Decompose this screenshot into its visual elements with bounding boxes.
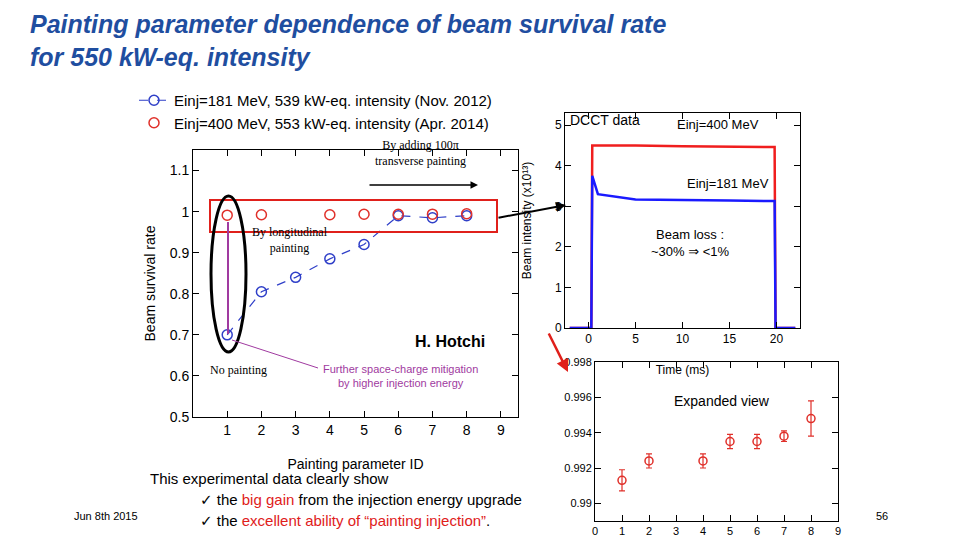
- svg-text:1.1: 1.1: [170, 162, 190, 178]
- svg-text:Einj=400 MeV: Einj=400 MeV: [677, 117, 759, 132]
- svg-text:Time (ms): Time (ms): [656, 363, 710, 377]
- svg-text:5: 5: [727, 525, 733, 537]
- svg-text:3: 3: [292, 422, 300, 438]
- svg-text:Einj=181 MeV, 539 kW-eq. inten: Einj=181 MeV, 539 kW-eq. intensity (Nov.…: [174, 92, 492, 109]
- svg-text:Expanded view: Expanded view: [674, 393, 770, 409]
- svg-text:Einj=181 MeV: Einj=181 MeV: [687, 176, 769, 191]
- svg-text:1: 1: [181, 204, 189, 220]
- svg-text:Jun 8th 2015: Jun 8th 2015: [74, 510, 138, 522]
- svg-text:5: 5: [555, 118, 562, 132]
- svg-text:7: 7: [781, 525, 787, 537]
- svg-text:56: 56: [876, 510, 888, 522]
- svg-text:0.5: 0.5: [170, 409, 190, 425]
- svg-text:2: 2: [555, 240, 562, 254]
- svg-text:20: 20: [770, 332, 784, 346]
- svg-text:0.7: 0.7: [170, 327, 190, 343]
- svg-text:9: 9: [835, 525, 841, 537]
- svg-text:1: 1: [555, 281, 562, 295]
- svg-text:3: 3: [555, 200, 562, 214]
- svg-text:6: 6: [754, 525, 760, 537]
- svg-text:10: 10: [676, 332, 690, 346]
- svg-text:Beam intensity (x10¹³): Beam intensity (x10¹³): [520, 162, 534, 279]
- svg-text:✓ the excellent ability of “pa: ✓ the excellent ability of “painting inj…: [200, 512, 490, 529]
- svg-text:3: 3: [673, 525, 679, 537]
- svg-text:9: 9: [497, 422, 505, 438]
- svg-text:4: 4: [555, 159, 562, 173]
- svg-text:Beam loss :~30% ⇒ <1%: Beam loss :~30% ⇒ <1%: [651, 227, 730, 259]
- svg-text:0.994: 0.994: [564, 427, 592, 439]
- svg-text:15: 15: [723, 332, 737, 346]
- svg-text:1: 1: [223, 422, 231, 438]
- svg-text:Einj=400 MeV, 553 kW-eq. inten: Einj=400 MeV, 553 kW-eq. intensity (Apr.…: [174, 115, 489, 132]
- svg-text:6: 6: [394, 422, 402, 438]
- svg-text:4: 4: [700, 525, 706, 537]
- svg-text:2: 2: [258, 422, 266, 438]
- svg-text:2: 2: [646, 525, 652, 537]
- svg-text:0.998: 0.998: [564, 356, 592, 368]
- svg-text:8: 8: [463, 422, 471, 438]
- svg-text:7: 7: [429, 422, 437, 438]
- svg-text:0.992: 0.992: [564, 462, 592, 474]
- svg-text:0.99: 0.99: [570, 497, 591, 509]
- svg-text:This experimental data clearly: This experimental data clearly show: [150, 470, 389, 487]
- svg-text:Painting parameter ID: Painting parameter ID: [287, 456, 423, 472]
- svg-text:4: 4: [326, 422, 334, 438]
- svg-text:H. Hotchi: H. Hotchi: [415, 333, 485, 350]
- svg-text:0.996: 0.996: [564, 391, 592, 403]
- svg-text:No painting: No painting: [210, 363, 267, 377]
- svg-text:Further space-charge mitigatio: Further space-charge mitigationby higher…: [323, 363, 478, 389]
- svg-text:✓ the big gain from the inject: ✓ the big gain from the injection energy…: [200, 491, 522, 508]
- svg-text:0: 0: [555, 321, 562, 335]
- svg-text:Painting parameter dependence: Painting parameter dependence of beam su…: [30, 10, 666, 71]
- svg-text:0.8: 0.8: [170, 286, 190, 302]
- svg-text:DCCT data: DCCT data: [570, 112, 640, 128]
- svg-text:0.9: 0.9: [170, 245, 190, 261]
- svg-text:5: 5: [360, 422, 368, 438]
- svg-text:1: 1: [619, 525, 625, 537]
- svg-text:By adding 100πtransverse paint: By adding 100πtransverse painting: [375, 138, 466, 168]
- svg-text:By longitudinalpainting: By longitudinalpainting: [252, 225, 328, 255]
- svg-text:0: 0: [592, 525, 598, 537]
- svg-text:0.6: 0.6: [170, 368, 190, 384]
- svg-text:5: 5: [632, 332, 639, 346]
- svg-text:8: 8: [808, 525, 814, 537]
- svg-text:0: 0: [585, 332, 592, 346]
- svg-text:Beam survival rate: Beam survival rate: [142, 225, 158, 341]
